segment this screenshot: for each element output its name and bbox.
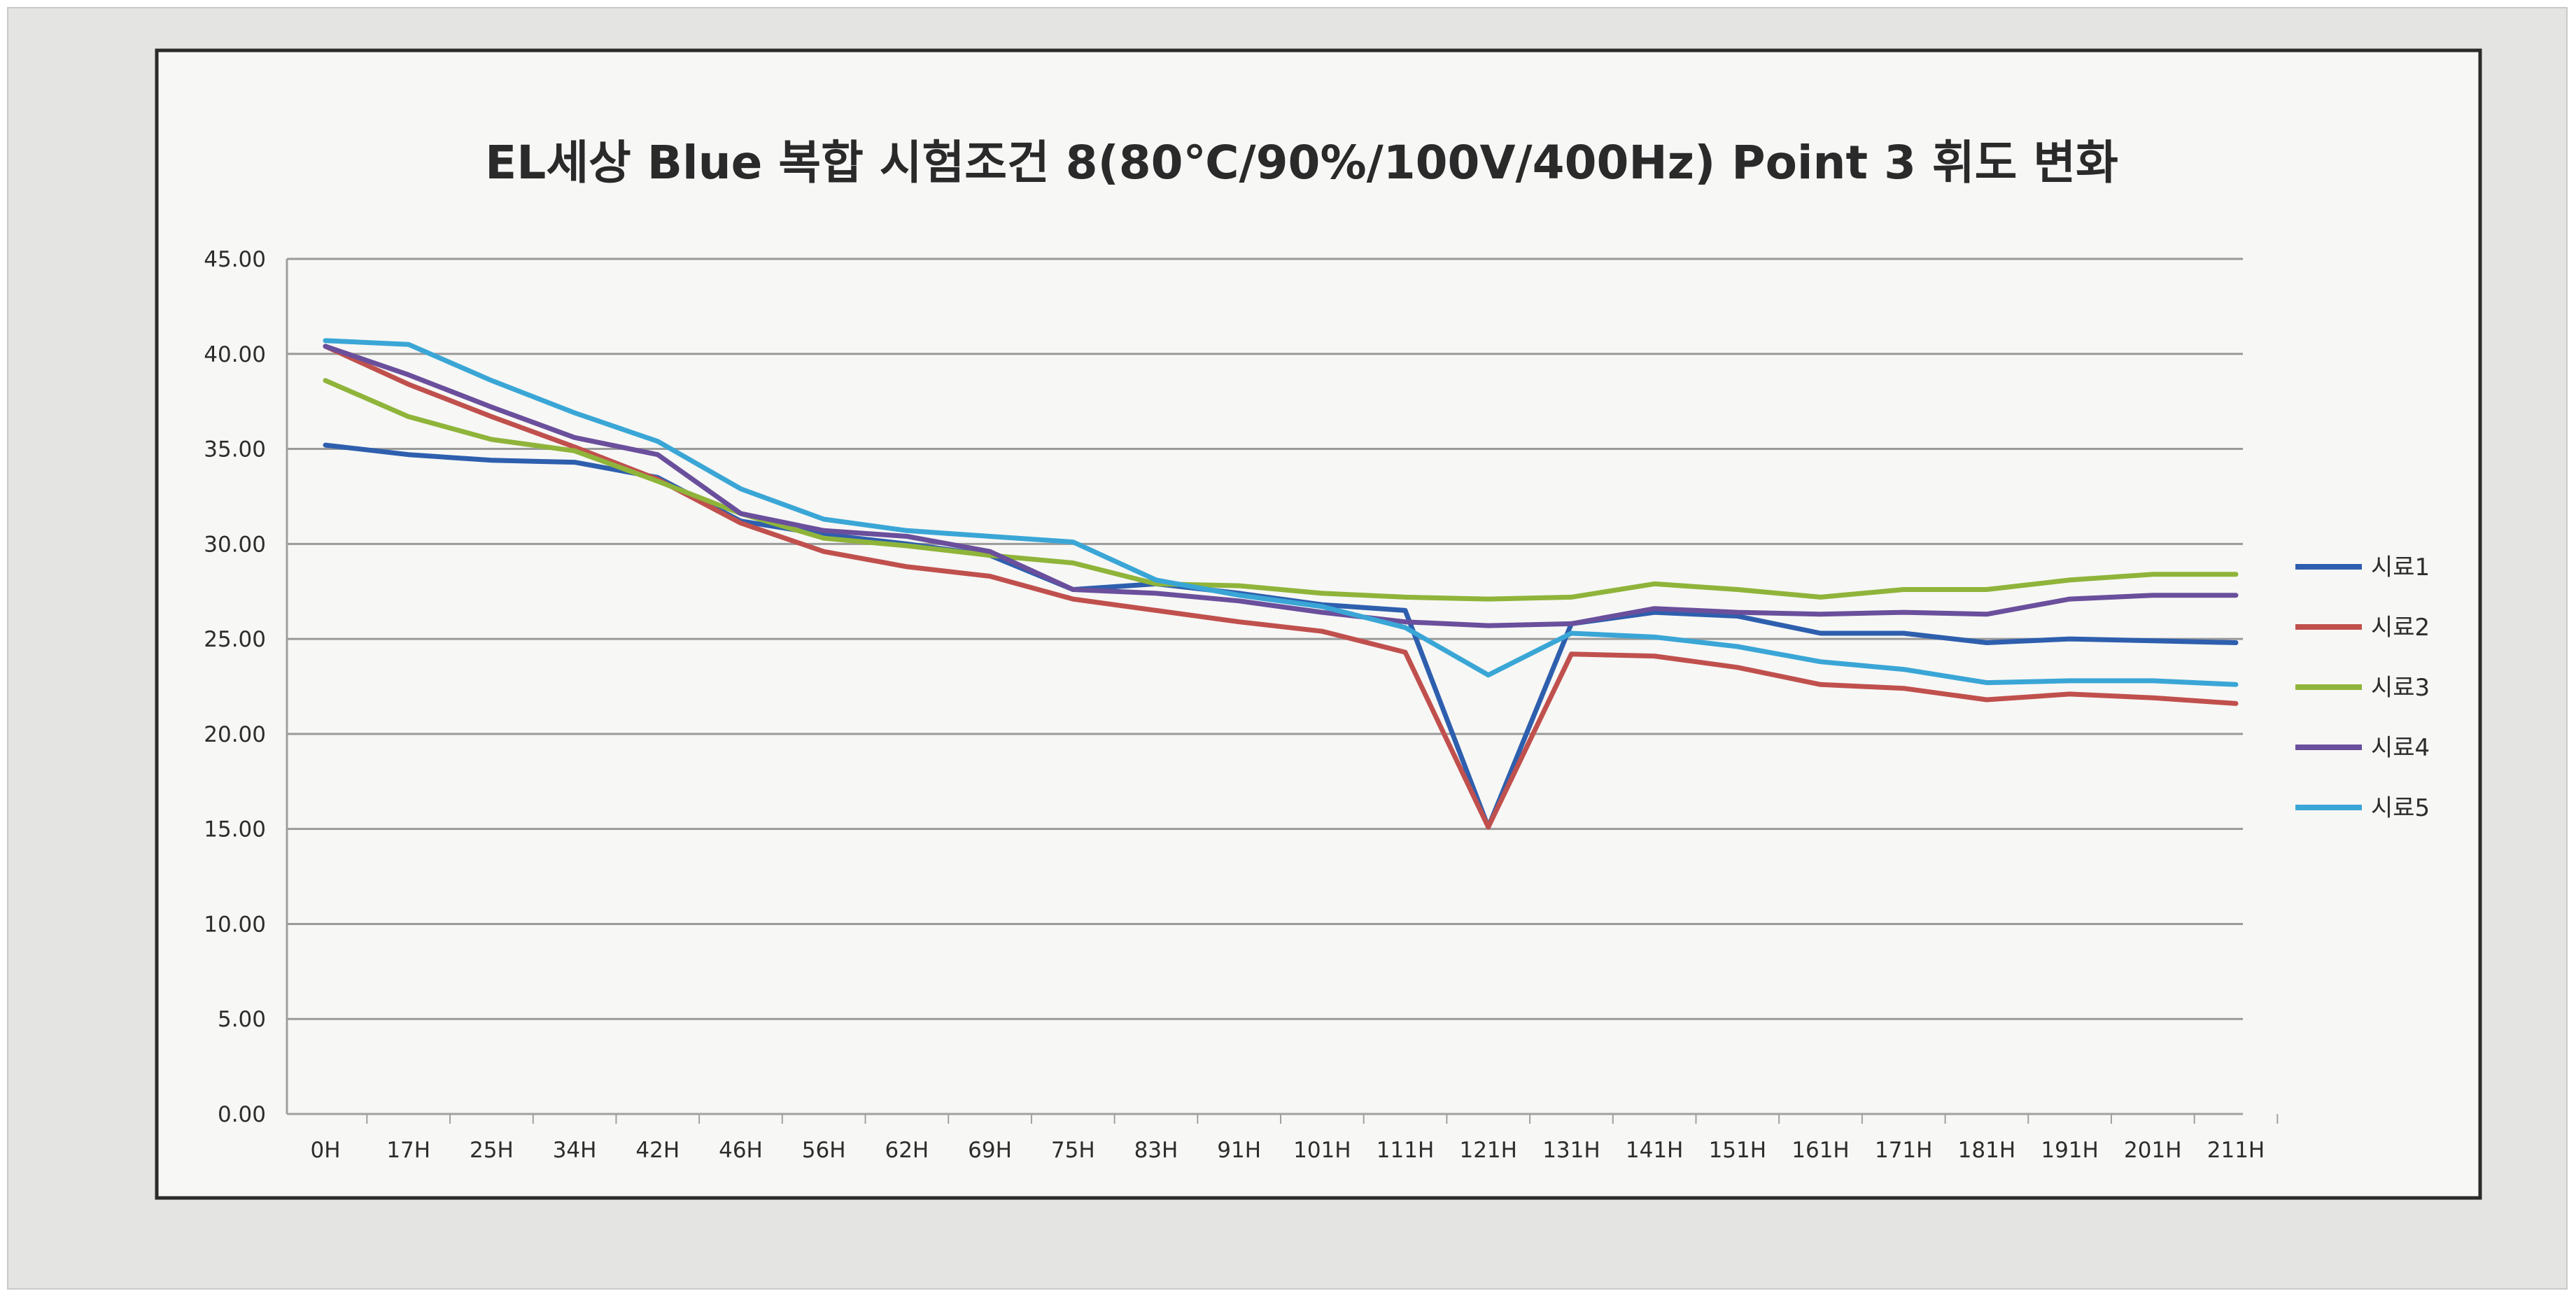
y-tick-label: 40.00 [204, 342, 266, 367]
legend-label-3: 시료3 [2371, 674, 2430, 702]
y-tick-label: 5.00 [218, 1007, 266, 1032]
x-tick-label: 56H [802, 1138, 846, 1163]
series-line-3 [323, 378, 2239, 602]
x-tick-label: 111H [1377, 1138, 1434, 1163]
x-tick-label: 171H [1875, 1138, 1932, 1163]
x-tick-label: 46H [719, 1138, 763, 1163]
x-tick-label: 161H [1792, 1138, 1849, 1163]
x-tick-label: 83H [1134, 1138, 1178, 1163]
series-line-4 [323, 344, 2239, 628]
y-tick-label: 20.00 [204, 722, 266, 747]
legend-label-4: 시료4 [2371, 734, 2430, 762]
x-tick-label: 211H [2207, 1138, 2265, 1163]
y-tick-label: 30.00 [204, 532, 266, 557]
x-tick-label: 69H [968, 1138, 1012, 1163]
series-lines [323, 338, 2239, 830]
x-tick-label: 201H [2124, 1138, 2181, 1163]
x-tick-label: 25H [470, 1138, 514, 1163]
y-tick-label: 25.00 [204, 627, 266, 652]
grid-lines [287, 258, 2243, 1020]
x-tick-label: 34H [553, 1138, 597, 1163]
x-tick-label: 0H [310, 1138, 340, 1163]
y-tick-label: 10.00 [204, 912, 266, 937]
y-tick-label: 35.00 [204, 437, 266, 463]
x-tick-label: 181H [1958, 1138, 2015, 1163]
x-tick-label: 101H [1293, 1138, 1351, 1163]
x-tick-label: 75H [1051, 1138, 1095, 1163]
y-tick-label: 15.00 [204, 817, 266, 842]
x-tick-label: 62H [885, 1138, 929, 1163]
x-tick-label: 141H [1626, 1138, 1683, 1163]
chart-area [155, 48, 2482, 1200]
x-tick-label: 17H [386, 1138, 430, 1163]
legend-label-1: 시료1 [2371, 553, 2430, 581]
series-line-5 [323, 338, 2239, 687]
y-tick-label: 0.00 [218, 1102, 266, 1127]
legend-label-2: 시료2 [2371, 614, 2430, 642]
y-tick-label: 45.00 [204, 247, 266, 272]
legend: 시료1 시료2 시료3 시료4 시료5 [2295, 553, 2430, 822]
axes [286, 259, 2279, 1124]
chart-title: EL세상 Blue 복합 시험조건 8(80℃/90%/100V/400Hz) … [485, 136, 2118, 190]
y-axis-tick-labels: 0.00 5.00 10.00 15.00 20.00 25.00 30.00 35.00 40… [204, 247, 266, 1127]
x-tick-label: 191H [2041, 1138, 2098, 1163]
x-tick-label: 121H [1459, 1138, 1516, 1163]
legend-label-5: 시료5 [2371, 794, 2430, 822]
x-tick-label: 42H [635, 1138, 680, 1163]
x-tick-label: 91H [1217, 1138, 1261, 1163]
x-tick-label: 131H [1542, 1138, 1600, 1163]
x-axis-tick-labels: 0H 17H 25H 34H 42H 46H 56H 62H 69H 75H 83H 91H 101H 1… [310, 1138, 2265, 1163]
x-tick-label: 151H [1709, 1138, 1766, 1163]
